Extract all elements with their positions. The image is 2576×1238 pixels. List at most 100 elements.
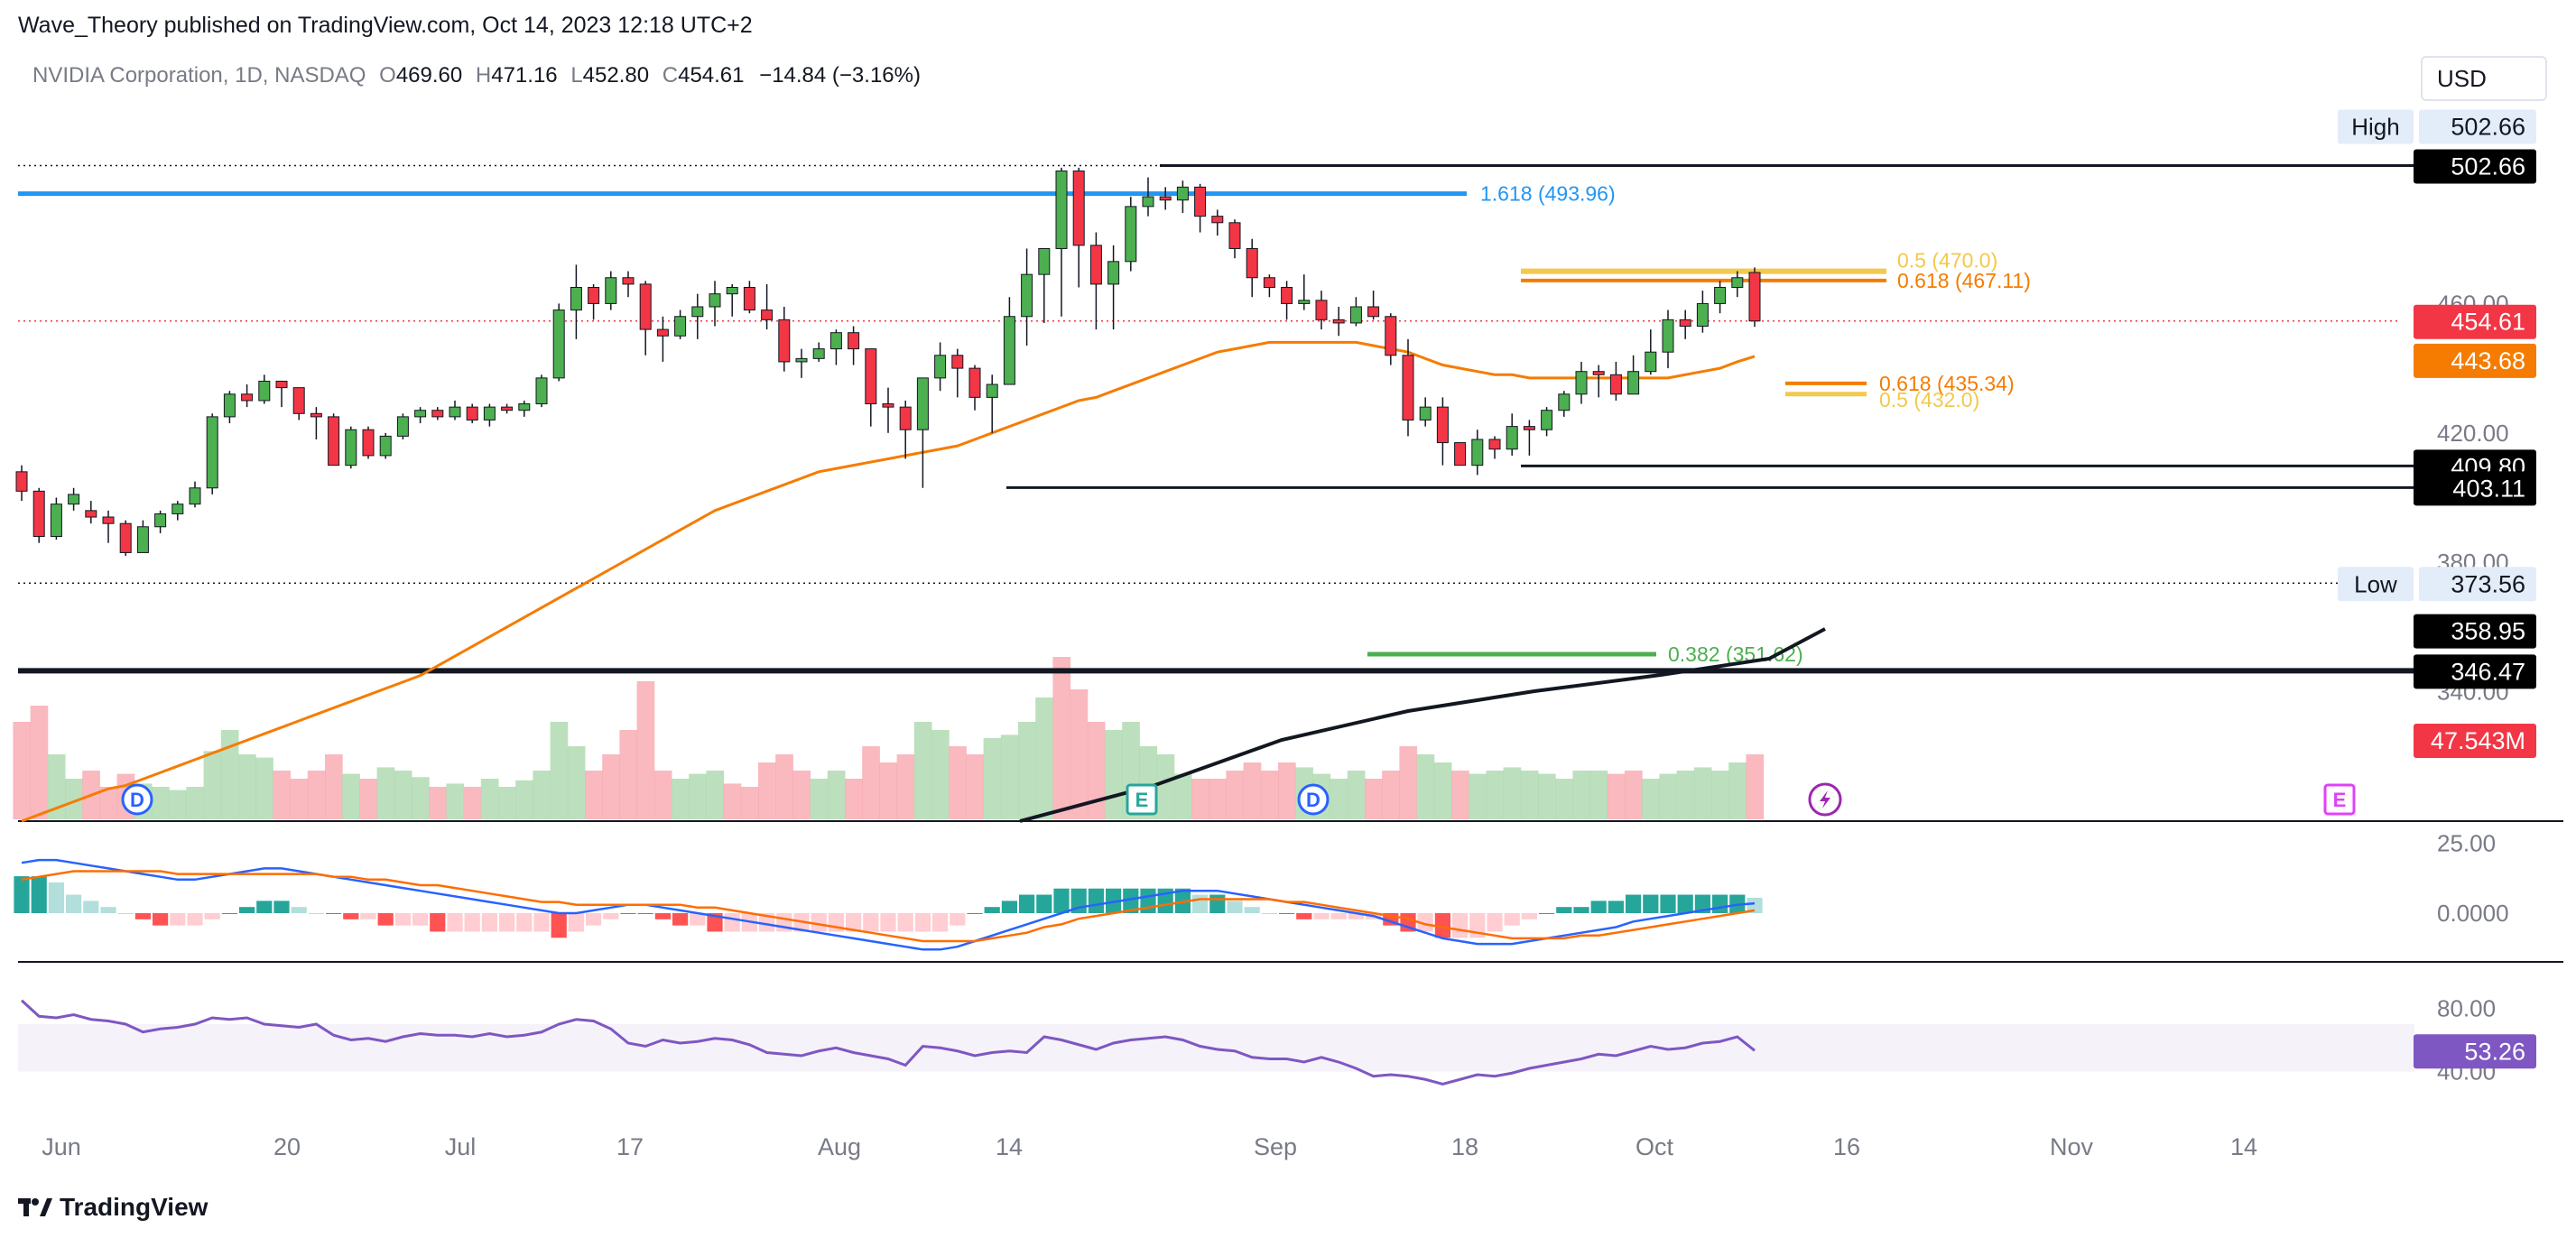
volume-bar xyxy=(1520,771,1539,819)
candle-body xyxy=(310,412,322,418)
volume-bar xyxy=(1728,762,1747,819)
candle-body xyxy=(206,416,218,489)
currency-selector[interactable]: USD xyxy=(2421,56,2547,101)
earnings-event-icon xyxy=(1126,783,1158,816)
rsi-value-badge: 53.26 xyxy=(2464,1038,2525,1065)
publish-info: Wave_Theory published on TradingView.com… xyxy=(18,13,753,38)
rsi-value-badge-bg xyxy=(2414,1034,2536,1069)
candle-body xyxy=(15,471,28,492)
high-label-bg xyxy=(2338,109,2414,144)
tradingview-logo-icon xyxy=(18,1198,52,1216)
macd-histogram-bar xyxy=(1573,907,1589,913)
volume-bar xyxy=(1191,779,1209,819)
macd-histogram-bar xyxy=(1521,913,1537,919)
candle-body xyxy=(605,277,617,304)
candle-body xyxy=(761,310,774,320)
candle-body xyxy=(119,522,132,553)
low-label: L xyxy=(570,63,583,88)
earnings-event-label: E xyxy=(1135,789,1149,811)
volume-bar xyxy=(1260,771,1279,819)
candle-body xyxy=(1349,306,1362,324)
candle-body xyxy=(622,277,635,285)
macd-histogram-bar xyxy=(1556,907,1572,913)
macd-histogram-bar xyxy=(447,913,463,932)
macd-histogram-bar xyxy=(326,913,342,914)
macd-histogram-bar xyxy=(204,913,220,919)
candle-body xyxy=(379,435,392,457)
volume-bar xyxy=(653,771,672,819)
macd-histogram-bar xyxy=(412,913,429,926)
volume-bar xyxy=(1209,779,1227,819)
close-value: 454.61 xyxy=(678,63,745,88)
macd-histogram-bar xyxy=(759,913,775,932)
volume-bar xyxy=(758,762,776,819)
macd-histogram-bar xyxy=(1504,913,1520,926)
volume-bar xyxy=(429,787,447,819)
volume-bar xyxy=(810,779,829,819)
candle-body xyxy=(1159,196,1172,201)
candle-body xyxy=(639,283,652,330)
macd-histogram-bar xyxy=(654,913,671,919)
macd-histogram-bar xyxy=(221,913,237,914)
macd-histogram-bar xyxy=(464,913,480,932)
macd-histogram-bar xyxy=(1036,894,1052,913)
dividend-event-label: D xyxy=(130,789,144,811)
volume-bar xyxy=(1156,754,1175,819)
candle-body xyxy=(275,380,288,389)
macd-histogram-bar xyxy=(48,882,64,913)
tradingview-brand[interactable]: TradingView xyxy=(18,1193,208,1222)
candle-body xyxy=(1298,300,1311,304)
macd-histogram-bar xyxy=(1261,913,1277,914)
macd-histogram-bar xyxy=(1313,913,1330,919)
candle-body xyxy=(1263,277,1275,288)
low-value: 373.56 xyxy=(2451,570,2525,597)
fib-label: 0.618 (435.34) xyxy=(1879,372,2015,395)
volume-bar xyxy=(740,787,759,819)
candle-body xyxy=(32,490,45,538)
long-ma-line xyxy=(1019,627,1826,823)
candle-body xyxy=(1558,393,1571,411)
macd-histogram-bar xyxy=(914,913,931,932)
macd-histogram-bar xyxy=(880,913,896,932)
volume-bar xyxy=(1676,771,1695,819)
macd-histogram-bar xyxy=(932,913,949,932)
candle-body xyxy=(1089,245,1102,285)
volume-bar xyxy=(47,754,66,819)
macd-histogram-bar xyxy=(273,901,290,913)
volume-bar xyxy=(1711,771,1729,819)
candle-body xyxy=(1281,286,1293,304)
volume-bar xyxy=(1416,754,1435,819)
candle-body xyxy=(1506,426,1518,450)
close-label: C xyxy=(662,63,679,88)
last-price-badge-bg xyxy=(2414,304,2536,339)
volume-bar xyxy=(255,757,273,819)
candle-body xyxy=(1055,170,1068,249)
volume-bar xyxy=(238,754,256,819)
volume-bar xyxy=(325,754,343,819)
macd-histogram-bar xyxy=(256,901,273,913)
high-label: High xyxy=(2351,113,2399,140)
volume-bar xyxy=(862,746,880,819)
candle-body xyxy=(154,513,167,528)
volume-bar xyxy=(376,767,395,819)
volume-bar xyxy=(845,779,863,819)
candle-body xyxy=(483,406,496,420)
high-value: 502.66 xyxy=(2451,113,2525,140)
volume-bar xyxy=(966,754,985,819)
volume-bar xyxy=(203,751,222,819)
symbol-info-bar: NVIDIA Corporation, 1D, NASDAQ O469.60 H… xyxy=(32,63,921,88)
candle-body xyxy=(795,357,808,363)
candle-body xyxy=(968,367,981,398)
candle-body xyxy=(1714,286,1727,304)
macd-histogram-bar xyxy=(1434,913,1450,938)
macd-histogram-bar xyxy=(14,876,30,913)
time-axis-label: Jul xyxy=(445,1133,477,1160)
time-axis-label: 14 xyxy=(996,1133,1023,1160)
volume-bar xyxy=(949,746,967,819)
candle-body xyxy=(986,383,998,398)
candle-body xyxy=(241,393,254,402)
candle-body xyxy=(1003,316,1015,385)
macd-histogram-bar xyxy=(31,876,47,913)
candle-body xyxy=(588,286,600,304)
